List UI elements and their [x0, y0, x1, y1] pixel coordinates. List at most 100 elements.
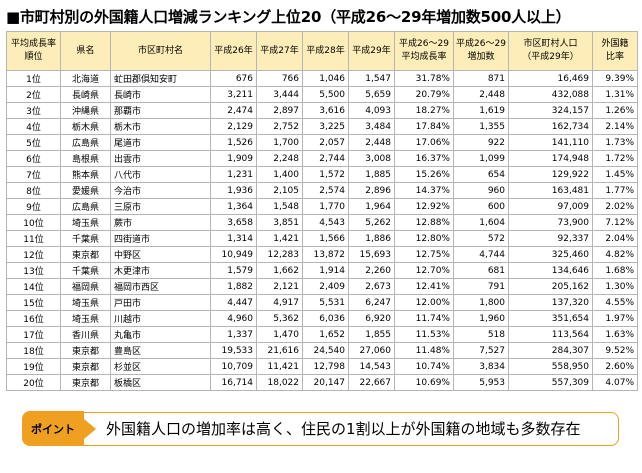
- table-cell: 9.52%: [592, 342, 638, 359]
- table-cell: 1,547: [348, 70, 395, 87]
- table-cell: 16位: [6, 310, 61, 327]
- column-header-line2: 平均成長率: [401, 52, 447, 62]
- table-cell: 432,088: [508, 86, 593, 103]
- table-cell: 長崎市: [110, 86, 211, 103]
- point-text: 外国籍人口の増加率は高く、住民の1割以上が外国籍の地域も多数存在: [106, 420, 581, 438]
- table-cell: 島根県: [60, 150, 111, 167]
- table-cell: 19,533: [210, 342, 257, 359]
- table-cell: 10位: [6, 214, 61, 231]
- table-cell: 1,355: [453, 118, 509, 135]
- table-cell: 1,882: [210, 278, 257, 295]
- table-cell: 5,262: [348, 214, 395, 231]
- table-cell: 12.80%: [394, 230, 454, 247]
- table-cell: 20位: [6, 374, 61, 391]
- table-cell: 162,734: [508, 118, 593, 135]
- table-row: 12位 東京都 中野区 10,949 12,283 13,872 15,693 12.75% 4…: [6, 246, 638, 263]
- table-cell: 2,673: [348, 278, 395, 295]
- table-cell: 325,460: [508, 246, 593, 263]
- table-cell: 四街道市: [110, 230, 211, 247]
- table-cell: 4,960: [210, 310, 257, 327]
- table-row: 8位 愛媛県 今治市 1,936 2,105 2,574 2,896 14.37% 960 163…: [6, 182, 638, 199]
- table-cell: 1,548: [256, 198, 303, 215]
- table-cell: 1,314: [210, 230, 257, 247]
- table-cell: 284,307: [508, 342, 593, 359]
- column-header-line1: 平成26年: [214, 45, 253, 56]
- table-cell: 5位: [6, 134, 61, 151]
- table-cell: 11位: [6, 230, 61, 247]
- table-cell: 1,566: [302, 230, 349, 247]
- table-cell: 2,744: [302, 150, 349, 167]
- table-cell: 1,579: [210, 262, 257, 279]
- table-cell: 163,481: [508, 182, 593, 199]
- table-cell: 572: [453, 230, 509, 247]
- table-row: 4位 栃木県 栃木市 2,129 2,752 3,225 3,484 17.84% 1,355 1…: [6, 118, 638, 135]
- table-cell: 栃木県: [60, 118, 111, 135]
- table-cell: 1,400: [256, 166, 303, 183]
- column-header: 平成27年: [256, 31, 303, 71]
- table-cell: 12.92%: [394, 198, 454, 215]
- table-cell: 791: [453, 278, 509, 295]
- table-row: 13位 千葉県 木更津市 1,579 1,662 1,914 2,260 12.70% 681 1…: [6, 262, 638, 279]
- table-cell: 676: [210, 70, 257, 87]
- column-header-line2: 増加数: [467, 52, 495, 62]
- table-cell: 尾道市: [110, 134, 211, 151]
- table-cell: 1.63%: [592, 326, 638, 343]
- table-cell: 1,337: [210, 326, 257, 343]
- table-cell: 1,364: [210, 198, 257, 215]
- table-cell: 137,320: [508, 294, 593, 311]
- table-cell: 北海道: [60, 70, 111, 87]
- table-row: 5位 広島県 尾道市 1,526 1,700 2,057 2,448 17.06% 922 141…: [6, 134, 638, 151]
- table-cell: 871: [453, 70, 509, 87]
- table-cell: 埼玉県: [60, 310, 111, 327]
- table-cell: 1,700: [256, 134, 303, 151]
- table-cell: 1,662: [256, 262, 303, 279]
- column-header: 市区町村名: [110, 31, 211, 71]
- table-cell: 1,619: [453, 102, 509, 119]
- table-cell: 558,950: [508, 358, 593, 375]
- table-cell: 2,574: [302, 182, 349, 199]
- table-cell: 1.31%: [592, 86, 638, 103]
- table-cell: 香川県: [60, 326, 111, 343]
- table-cell: 2,448: [453, 86, 509, 103]
- table-cell: 12,283: [256, 246, 303, 263]
- table-cell: 虻田郡倶知安町: [110, 70, 211, 87]
- table-cell: 広島県: [60, 198, 111, 215]
- ranking-table: 平均成長率 順位 県名 市区町村名 平成26年 平成27年 平成28年 平成29年 平成26～2…: [6, 31, 638, 391]
- column-header-line1: 平成28年: [306, 45, 345, 56]
- column-header: 平成28年: [302, 31, 349, 71]
- table-cell: 12,798: [302, 358, 349, 375]
- table-cell: 129,922: [508, 166, 593, 183]
- table-cell: 熊本県: [60, 166, 111, 183]
- table-cell: 3,008: [348, 150, 395, 167]
- table-cell: 6,247: [348, 294, 395, 311]
- table-cell: 1.72%: [592, 150, 638, 167]
- column-header: 市区町村人口 （平成29年）: [508, 31, 593, 71]
- table-cell: 21,616: [256, 342, 303, 359]
- table-cell: 5,659: [348, 86, 395, 103]
- table-cell: 3,211: [210, 86, 257, 103]
- table-cell: 12.41%: [394, 278, 454, 295]
- table-cell: 2,121: [256, 278, 303, 295]
- table-row: 15位 埼玉県 戸田市 4,447 4,917 5,531 6,247 12.00% 1,800…: [6, 294, 638, 311]
- table-cell: 27,060: [348, 342, 395, 359]
- table-cell: 324,157: [508, 102, 593, 119]
- table-row: 9位 広島県 三原市 1,364 1,548 1,770 1,964 12.92% 600 97,…: [6, 198, 638, 215]
- table-cell: 1,421: [256, 230, 303, 247]
- table-cell: 福岡市西区: [110, 278, 211, 295]
- column-header-line2: （平成29年）: [522, 52, 579, 62]
- table-cell: 2,129: [210, 118, 257, 135]
- table-cell: 出雲市: [110, 150, 211, 167]
- table-cell: 13位: [6, 262, 61, 279]
- table-cell: 14,543: [348, 358, 395, 375]
- table-cell: 17位: [6, 326, 61, 343]
- table-cell: 12.70%: [394, 262, 454, 279]
- table-cell: 4位: [6, 118, 61, 135]
- table-cell: 16,469: [508, 70, 593, 87]
- table-cell: 広島県: [60, 134, 111, 151]
- column-header: 平成26～29 平均成長率: [394, 31, 454, 71]
- table-cell: 141,110: [508, 134, 593, 151]
- table-cell: 今治市: [110, 182, 211, 199]
- table-row: 14位 福岡県 福岡市西区 1,882 2,121 2,409 2,673 12.41% 791…: [6, 278, 638, 295]
- table-cell: 205,162: [508, 278, 593, 295]
- table-cell: 1,526: [210, 134, 257, 151]
